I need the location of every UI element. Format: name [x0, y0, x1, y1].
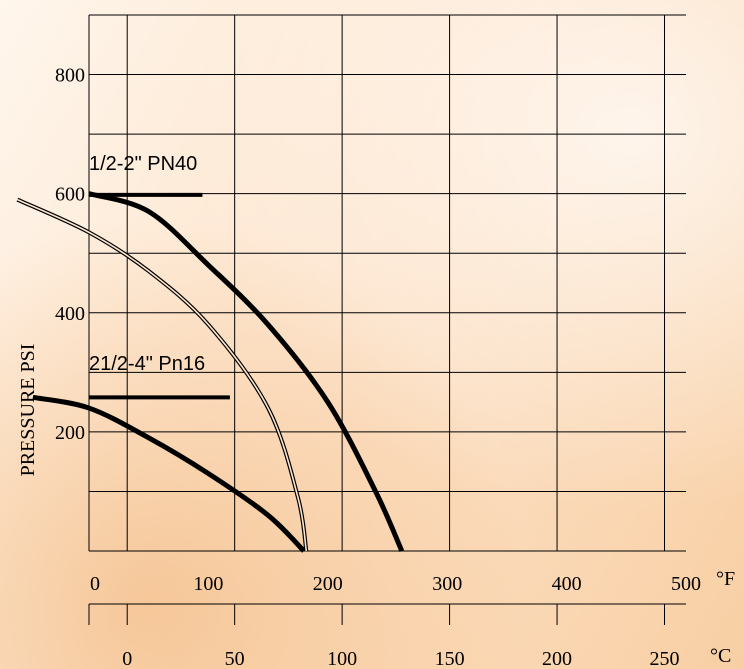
f-tick-label: 0	[90, 573, 100, 595]
grid	[88, 14, 686, 552]
series-group	[16, 191, 405, 553]
c-tick-label: 150	[435, 648, 465, 669]
series-line-0	[88, 191, 405, 553]
series-line-double-outer	[16, 197, 309, 552]
y-tick-label: 600	[55, 184, 85, 206]
x-unit-label-f: °F	[716, 568, 735, 590]
y-tick-label: 400	[55, 303, 85, 325]
annotation-pn16: 21/2-4" Pn16	[89, 353, 205, 375]
y-tick-label: 800	[55, 65, 85, 87]
series-line-double-inner	[17, 198, 308, 552]
f-tick-label: 500	[671, 573, 701, 595]
f-tick-label: 300	[432, 573, 462, 595]
annotation-pn40: 1/2-2" PN40	[89, 153, 197, 175]
y-tick-label: 200	[55, 422, 85, 444]
f-tick-label: 200	[313, 573, 343, 595]
y-axis-label: PRESSURE PSI	[17, 344, 39, 477]
c-tick-label: 250	[650, 648, 680, 669]
f-tick-label: 400	[552, 573, 582, 595]
c-tick-label: 100	[327, 648, 357, 669]
x-unit-label-c: °C	[710, 645, 731, 667]
c-tick-label: 200	[542, 648, 572, 669]
c-tick-label: 0	[122, 648, 132, 669]
series-line-1	[32, 394, 306, 553]
axes-group: 200 400 600 800 0 100 200 300 400 500 0 50 100 150 200…	[55, 65, 701, 669]
f-tick-label: 100	[193, 573, 223, 595]
c-tick-label: 50	[225, 648, 245, 669]
